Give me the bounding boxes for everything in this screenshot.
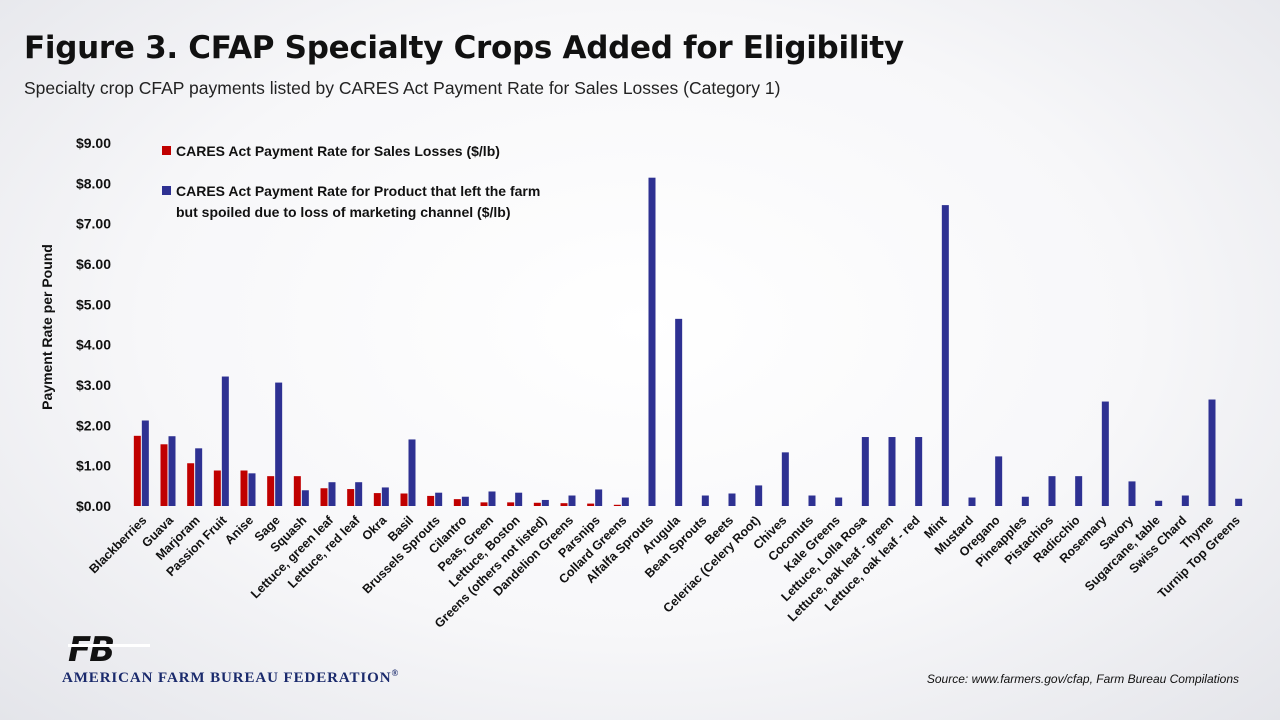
page-subtitle: Specialty crop CFAP payments listed by C… (24, 78, 781, 98)
bar-spoiled (1021, 496, 1029, 506)
x-tick-label: Blackberries (86, 513, 149, 576)
bar-spoiled (835, 497, 843, 506)
bar-sales (347, 489, 355, 506)
bar-sales (187, 463, 195, 506)
bar-sales (587, 503, 595, 506)
registered-mark: ® (391, 668, 400, 678)
bar-sales (213, 470, 221, 506)
legend-swatch-sales (162, 146, 171, 155)
bar-sales (480, 502, 488, 506)
bar-spoiled (461, 496, 469, 506)
legend-label-line: but spoiled due to loss of marketing cha… (176, 204, 510, 220)
y-tick-label: $5.00 (76, 296, 111, 312)
bar-spoiled (435, 492, 443, 506)
bar-spoiled (995, 456, 1003, 506)
bar-spoiled (595, 489, 603, 506)
bar-spoiled (675, 318, 683, 506)
legend-label-spoiled: CARES Act Payment Rate for Product that … (176, 183, 540, 220)
bar-spoiled (248, 473, 256, 506)
y-tick-label: $9.00 (76, 135, 111, 151)
bar-spoiled (621, 497, 629, 506)
bar-spoiled (1075, 476, 1083, 506)
bar-sales (613, 504, 621, 506)
bar-sales (267, 476, 275, 506)
y-tick-label: $1.00 (76, 458, 111, 474)
bar-spoiled (275, 382, 283, 506)
y-tick-label: $2.00 (76, 417, 111, 433)
bar-sales (560, 503, 568, 506)
farm-bureau-logo: FB (68, 630, 150, 666)
bar-spoiled (781, 452, 789, 506)
bar-spoiled (968, 497, 976, 506)
logo-lettermark: FB (68, 630, 113, 666)
bar-sales (320, 488, 328, 506)
y-tick-label: $0.00 (76, 498, 111, 514)
bar-sales (453, 499, 461, 506)
bar-sales (160, 444, 168, 506)
y-tick-label: $7.00 (76, 216, 111, 232)
bar-spoiled (221, 376, 229, 506)
bar-sales (427, 495, 435, 506)
x-tick-label: Okra (359, 512, 390, 543)
bar-spoiled (728, 493, 736, 506)
organization-name-text: AMERICAN FARM BUREAU FEDERATION (62, 670, 392, 686)
bar-spoiled (1208, 399, 1216, 506)
bar-sales (507, 502, 515, 506)
y-axis-label: Payment Rate per Pound (39, 244, 55, 410)
bar-spoiled (808, 495, 816, 506)
bar-sales (133, 435, 141, 506)
bar-spoiled (301, 490, 309, 506)
legend-label-line: CARES Act Payment Rate for Product that … (176, 183, 540, 199)
bar-spoiled (488, 491, 496, 506)
bar-spoiled (328, 482, 336, 506)
bars-group (133, 177, 1243, 507)
bar-spoiled (648, 177, 656, 507)
bar-spoiled (701, 495, 709, 506)
y-tick-label: $8.00 (76, 175, 111, 191)
bar-sales (293, 476, 301, 506)
bar-spoiled (515, 492, 523, 506)
bar-spoiled (541, 499, 549, 506)
bar-spoiled (888, 437, 896, 506)
legend-swatch-spoiled (162, 186, 171, 195)
bar-spoiled (168, 436, 176, 506)
bar-spoiled (1181, 495, 1189, 506)
bar-sales (400, 493, 408, 506)
bar-spoiled (195, 448, 203, 506)
bar-spoiled (861, 437, 869, 506)
bar-spoiled (1128, 481, 1136, 506)
source-note: Source: www.farmers.gov/cfap, Farm Burea… (926, 672, 1239, 686)
legend[interactable]: CARES Act Payment Rate for Sales Losses … (162, 143, 540, 220)
bar-spoiled (1048, 476, 1056, 506)
bar-spoiled (355, 482, 363, 506)
bar-spoiled (408, 439, 416, 506)
y-tick-label: $4.00 (76, 337, 111, 353)
bar-spoiled (755, 485, 763, 506)
legend-label-sales: CARES Act Payment Rate for Sales Losses … (176, 143, 500, 159)
bar-spoiled (1155, 500, 1163, 506)
y-tick-label: $6.00 (76, 256, 111, 272)
x-tick-label: Anise (222, 513, 256, 547)
bar-sales (533, 502, 541, 506)
bar-spoiled (1235, 498, 1243, 506)
bar-spoiled (915, 437, 923, 506)
bar-spoiled (1101, 401, 1109, 506)
bar-spoiled (141, 420, 149, 506)
page-title: Figure 3. CFAP Specialty Crops Added for… (24, 30, 904, 66)
organization-name: AMERICAN FARM BUREAU FEDERATION® (62, 668, 399, 687)
y-tick-label: $3.00 (76, 377, 111, 393)
bar-spoiled (381, 487, 389, 506)
bar-spoiled (941, 205, 949, 506)
bar-sales (240, 470, 248, 506)
bar-sales (373, 493, 381, 506)
y-axis-ticks: $0.00 $1.00 $2.00 $3.00 $4.00 $5.00 $6.00 $7.00… (76, 135, 111, 514)
bar-spoiled (568, 495, 576, 506)
